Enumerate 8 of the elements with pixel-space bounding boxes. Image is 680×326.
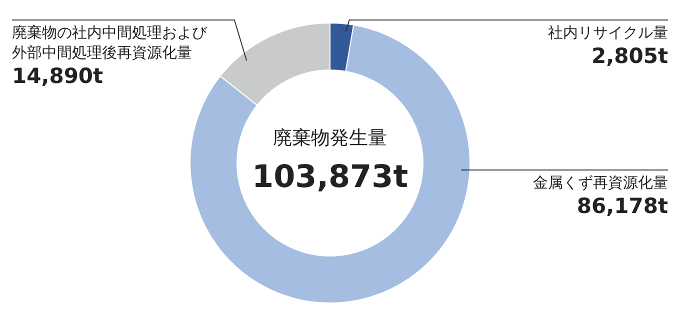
data-label: 86,178t <box>576 194 668 218</box>
text: 廃棄物発生量 <box>273 126 387 149</box>
slice-label: 廃棄物の社内中間処理および外部中間処理後再資源化量 <box>12 23 208 62</box>
text: 103,873t <box>252 159 408 196</box>
slice-label: 金属くず再資源化量 <box>533 173 668 192</box>
slice-label: 社内リサイクル量 <box>548 23 668 42</box>
data-label: 2,805t <box>592 44 668 68</box>
data-label: 14,890t <box>12 64 104 88</box>
